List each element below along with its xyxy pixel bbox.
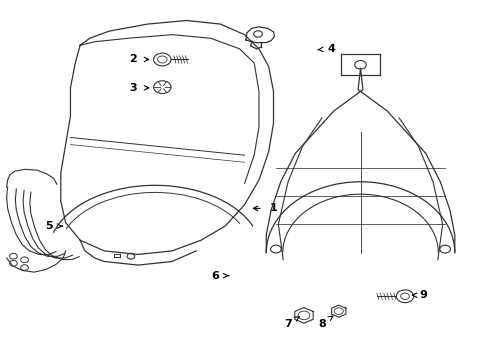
Text: 5: 5 <box>45 221 52 231</box>
Text: 9: 9 <box>419 290 427 300</box>
Text: 3: 3 <box>129 83 137 93</box>
Text: 8: 8 <box>317 319 325 329</box>
Text: 7: 7 <box>284 319 291 329</box>
Text: 2: 2 <box>129 54 137 64</box>
Text: 1: 1 <box>269 203 277 213</box>
Text: 4: 4 <box>327 44 335 54</box>
Text: 6: 6 <box>211 271 219 281</box>
